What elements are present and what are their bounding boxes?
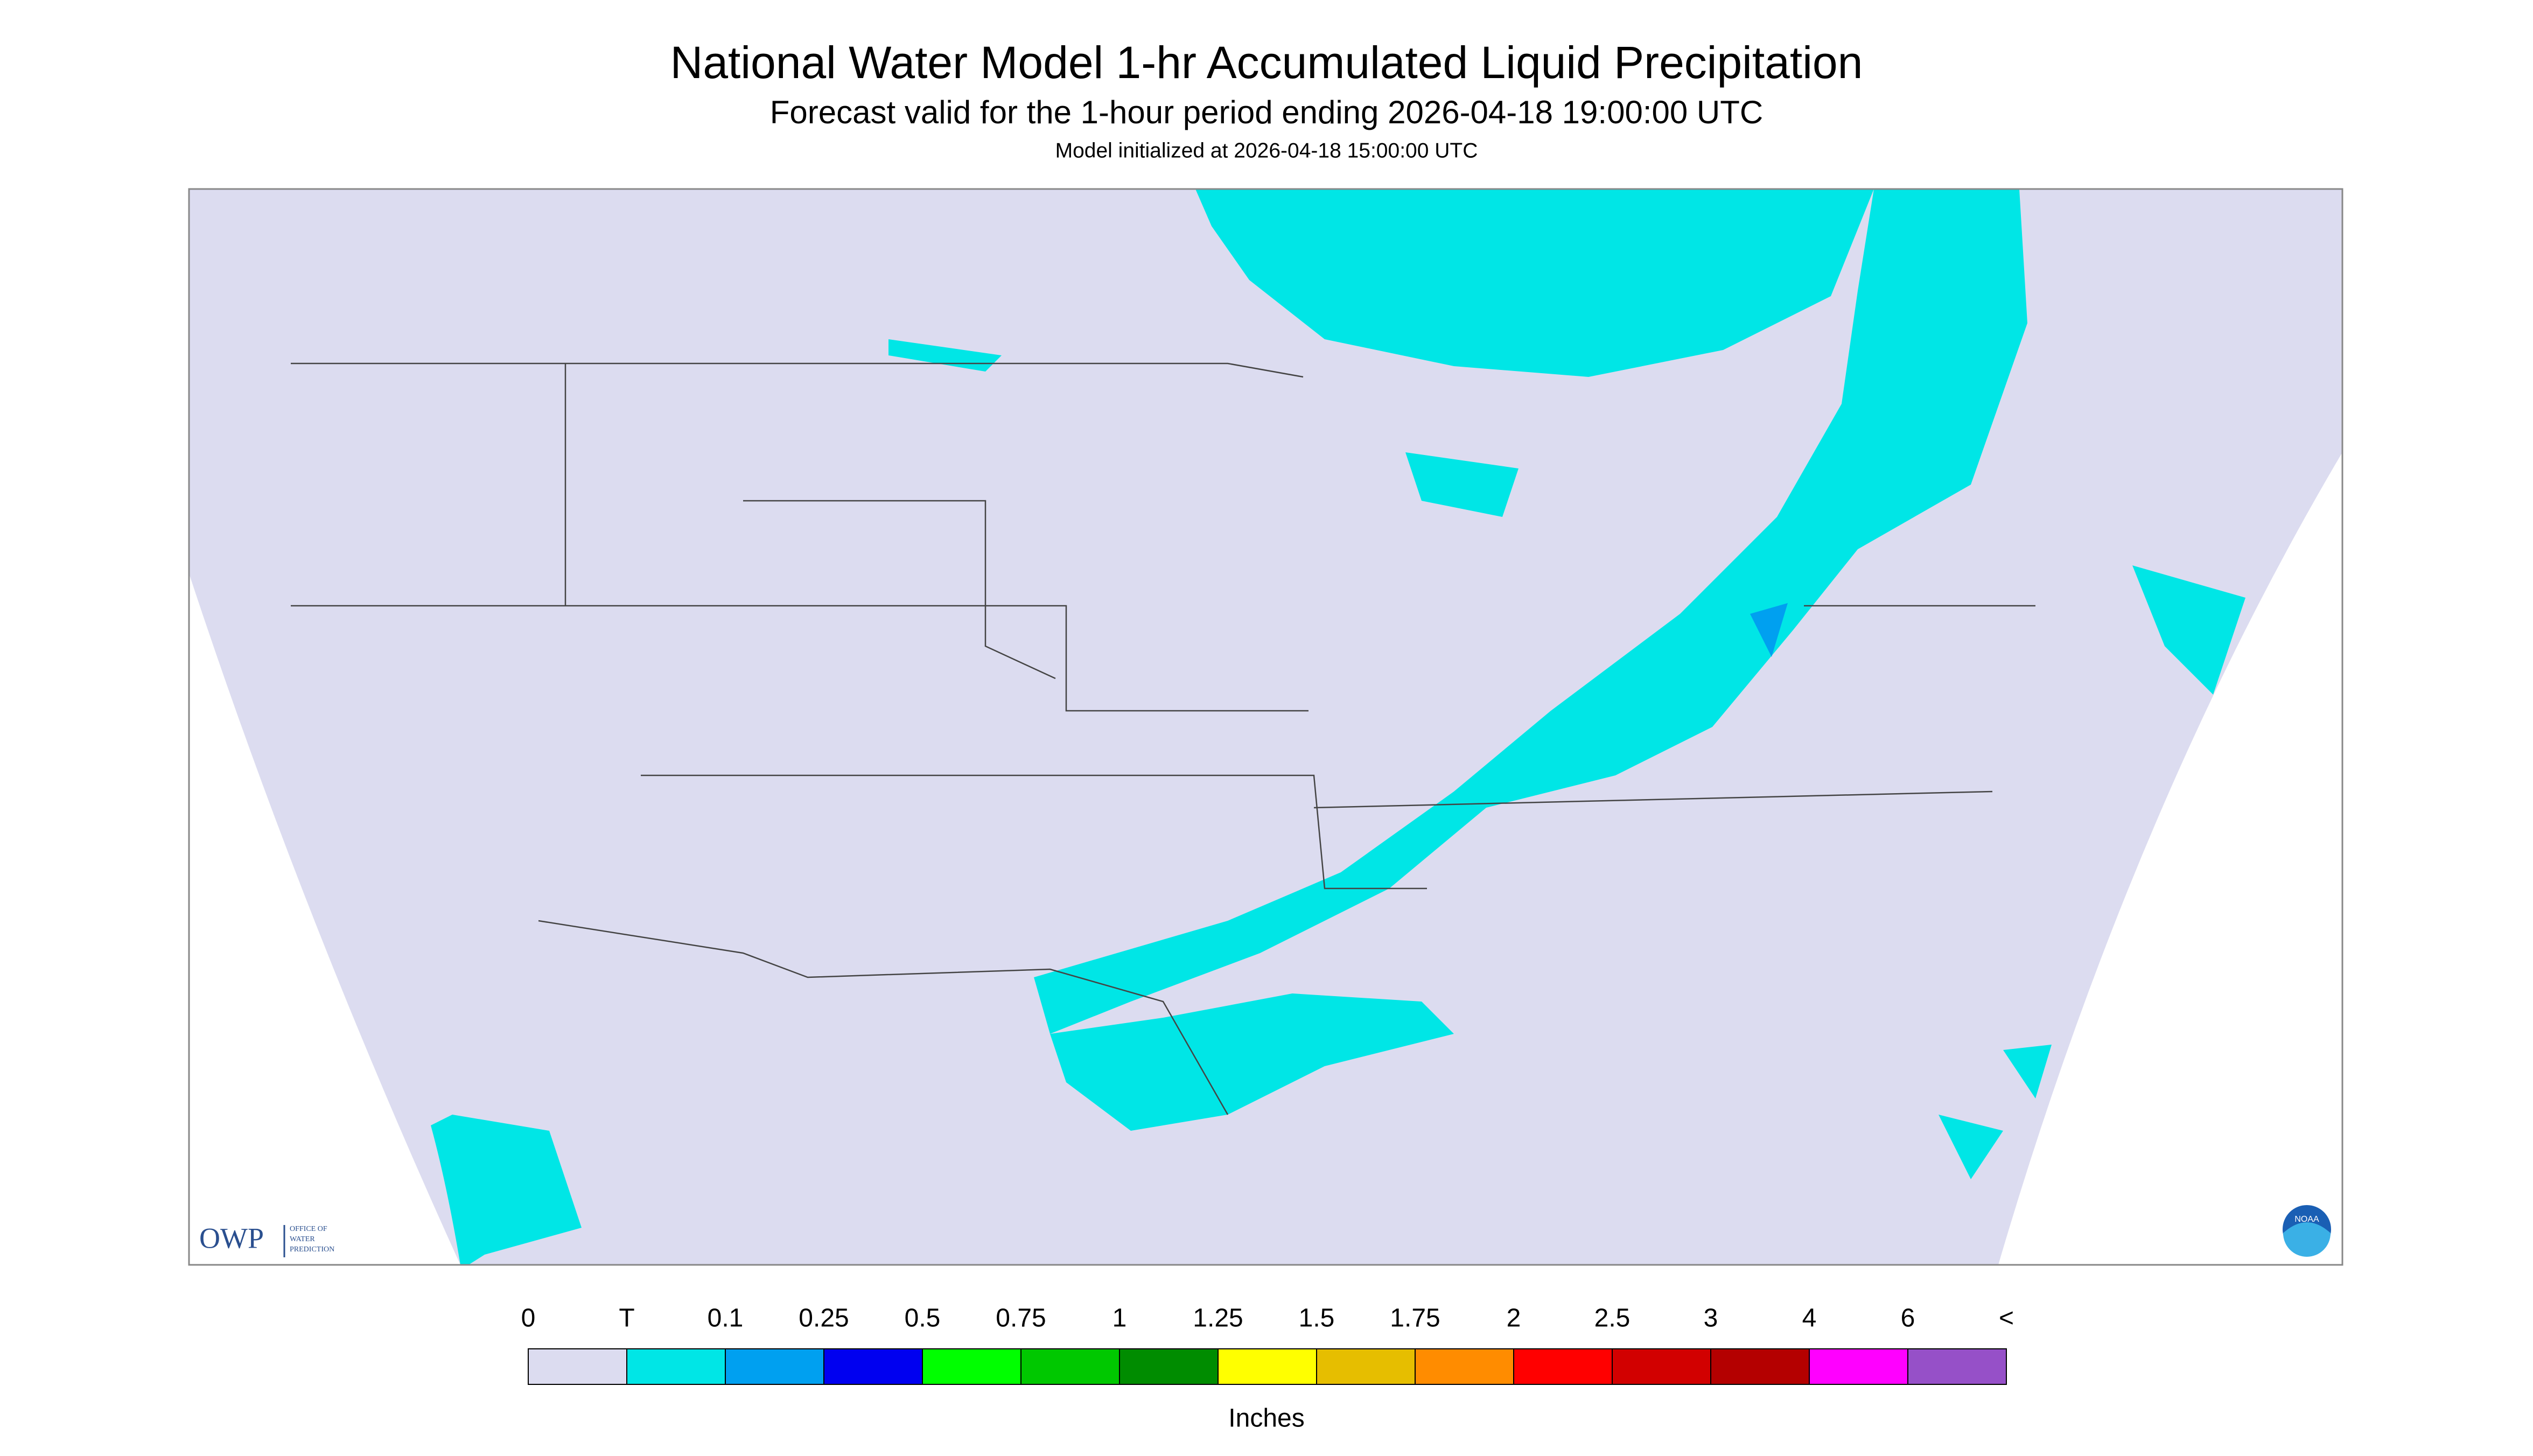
- precip-area: [1195, 189, 1874, 377]
- owp-name: PREDICTION: [290, 1245, 334, 1254]
- legend-label: 2.5: [1594, 1304, 1631, 1333]
- precip-area: [1034, 189, 2027, 1034]
- legend-label: 0.75: [996, 1304, 1046, 1333]
- state-line: [291, 605, 1309, 712]
- owp-name: WATER: [290, 1235, 315, 1243]
- legend-swatch: [528, 1348, 627, 1385]
- state-line: [641, 774, 1427, 890]
- boundaries: [291, 362, 2035, 1115]
- legend-swatch: [725, 1348, 824, 1385]
- legend-swatch: [1513, 1348, 1613, 1385]
- legend-swatch: [1809, 1348, 1908, 1385]
- subtitle: Forecast valid for the 1-hour period end…: [770, 94, 1763, 130]
- state-line: [743, 500, 1056, 680]
- legend-label: 1.75: [1390, 1304, 1440, 1333]
- legend-label: 0: [521, 1304, 536, 1333]
- legend-swatch: [1415, 1348, 1514, 1385]
- owp-logo: OWP OFFICE OF WATER PREDICTION: [199, 1222, 334, 1257]
- legend-label: T: [619, 1304, 634, 1333]
- legend-label: <: [1999, 1304, 2014, 1333]
- noaa-logo: NOAA: [2279, 1202, 2334, 1257]
- precip-area: [1750, 603, 1788, 657]
- legend-swatch: [1119, 1348, 1219, 1385]
- state-line: [1313, 790, 1993, 809]
- noaa-text: NOAA: [2294, 1215, 2319, 1224]
- legend-label: 3: [1704, 1304, 1718, 1333]
- legend-label: 2: [1507, 1304, 1521, 1333]
- legend-label: 0.5: [905, 1304, 941, 1333]
- legend-swatch: [922, 1348, 1021, 1385]
- legend-swatch: [1316, 1348, 1416, 1385]
- legend-label: 1: [1112, 1304, 1127, 1333]
- owp-text: OWP: [199, 1222, 264, 1254]
- legend-label: 4: [1802, 1304, 1817, 1333]
- precip-area: [1050, 993, 1454, 1131]
- noaa-wave: [2283, 1222, 2331, 1257]
- precipitation: [431, 189, 2245, 1265]
- legend-swatch: [1907, 1348, 2007, 1385]
- owp-name: OFFICE OF: [290, 1225, 327, 1233]
- legend-swatch: [626, 1348, 726, 1385]
- map-frame: [188, 188, 2343, 1266]
- legend-swatch: [1612, 1348, 1711, 1385]
- map: OWP OFFICE OF WATER PREDICTION NOAA: [188, 188, 2343, 1266]
- legend-label: 0.1: [708, 1304, 744, 1333]
- legend-label: 1.5: [1299, 1304, 1335, 1333]
- init-note: Model initialized at 2026-04-18 15:00:00…: [1055, 139, 1478, 162]
- domain: [189, 189, 2342, 1265]
- legend-swatch: [823, 1348, 923, 1385]
- legend-swatch: [1020, 1348, 1120, 1385]
- border: [291, 362, 1304, 378]
- legend-label: 6: [1901, 1304, 1915, 1333]
- legend-swatch: [1217, 1348, 1317, 1385]
- legend: Inches 0 T 0.1 0.25 0.5 0.75 1 1.25 1.5 1.75 2 2.5 3…: [521, 1304, 2014, 1433]
- border: [538, 920, 1229, 1115]
- legend-label: 1.25: [1193, 1304, 1243, 1333]
- title: National Water Model 1-hr Accumulated Li…: [670, 37, 1863, 88]
- legend-swatch: [1710, 1348, 1810, 1385]
- legend-unit: Inches: [1228, 1404, 1304, 1433]
- legend-label: 0.25: [799, 1304, 849, 1333]
